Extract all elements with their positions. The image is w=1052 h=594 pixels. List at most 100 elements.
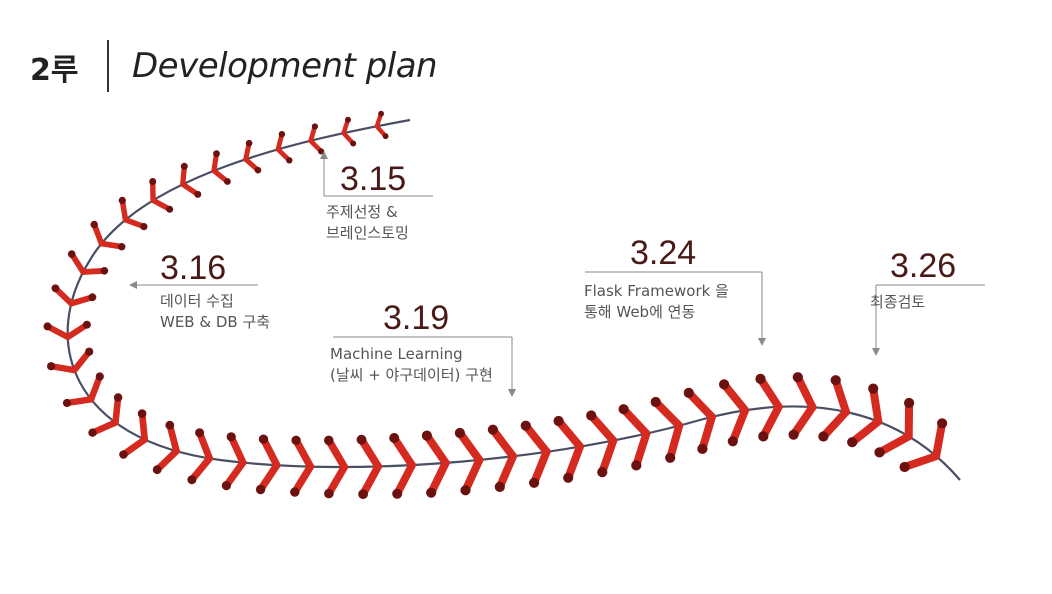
stitch <box>256 461 281 494</box>
stitch-hole <box>226 432 236 442</box>
stitch <box>325 436 349 471</box>
milestone-date: 3.24 <box>630 234 697 272</box>
stitch <box>759 402 783 441</box>
stitch <box>666 421 684 462</box>
stitch <box>153 447 180 474</box>
stitch-hole <box>650 396 661 408</box>
stitch <box>222 459 247 490</box>
stitch-hole <box>291 435 301 445</box>
stitch-hole <box>727 436 738 447</box>
stitch <box>831 376 850 416</box>
stitch-hole <box>454 427 465 439</box>
stitch <box>292 436 315 471</box>
stitch <box>291 462 315 496</box>
stitch-hole <box>194 190 202 198</box>
stitch-hole <box>324 435 334 446</box>
stitch-hole <box>224 178 231 185</box>
stitch-hole <box>382 133 389 140</box>
stitch-hole <box>113 393 123 402</box>
milestone-line: 최종검토 <box>870 293 926 311</box>
stitch-hole <box>43 322 52 331</box>
stitch <box>587 411 618 445</box>
stitch-hole <box>426 487 437 498</box>
stitch-hole <box>618 404 629 415</box>
stitch-hole <box>286 157 293 164</box>
milestone-line: 브레인스토밍 <box>326 224 409 242</box>
milestone-line: 통해 Web에 연동 <box>584 303 696 321</box>
stitch <box>495 452 517 491</box>
stitch-hole <box>221 481 231 491</box>
connector-3-26 <box>872 284 985 356</box>
stitch <box>554 417 584 451</box>
stitch-hole <box>62 398 72 408</box>
stitch <box>422 431 450 467</box>
stitch-hole <box>85 347 94 356</box>
milestone-description: 최종검토 <box>870 292 925 313</box>
stitch-hole <box>119 450 128 459</box>
stitch-hole <box>350 140 357 147</box>
stitch-hole <box>847 437 858 448</box>
stitch-hole <box>137 409 147 418</box>
stitch <box>651 398 684 430</box>
milestone-line: 주제선정 & <box>326 203 398 221</box>
milestone-line: WEB & DB 구축 <box>160 313 271 331</box>
stitch <box>598 436 618 477</box>
stitch-hole <box>95 372 104 381</box>
stitch <box>698 412 716 453</box>
stitch-hole <box>719 379 730 390</box>
stitch <box>455 429 484 464</box>
stitch-hole <box>51 284 60 293</box>
stitch-hole <box>165 420 175 430</box>
stitch-hole <box>358 489 368 500</box>
stitch <box>789 403 817 439</box>
stitch-hole <box>487 424 498 435</box>
stitch-hole <box>318 148 325 155</box>
stitch <box>521 421 551 456</box>
stitch-hole <box>755 373 766 384</box>
stitch <box>138 410 149 443</box>
stitch-hole <box>460 485 471 496</box>
stitch-hole <box>290 487 300 497</box>
stitch-hole <box>553 415 564 427</box>
stitch <box>564 442 584 482</box>
stitch-hole <box>149 178 157 185</box>
milestone-line: Flask Framework 을 <box>584 282 729 300</box>
stitch-marks <box>43 110 948 500</box>
stitch-hole <box>180 162 188 170</box>
stitch <box>619 405 651 438</box>
stitch-hole <box>421 430 432 441</box>
stitch-hole <box>345 116 351 123</box>
stitch <box>427 458 450 497</box>
stitch-hole <box>520 420 531 431</box>
stitch-hole <box>665 452 676 463</box>
stitch <box>728 406 750 446</box>
milestone-description: Flask Framework 을 통해 Web에 연동 <box>584 281 729 323</box>
stitch-hole <box>597 467 608 478</box>
stitch <box>932 419 947 461</box>
stitch-hole <box>868 383 879 394</box>
stitch-hole <box>255 484 266 495</box>
stitch-hole <box>245 139 253 147</box>
stitch <box>632 429 651 470</box>
title-divider <box>107 40 109 92</box>
stitch-hole <box>213 150 220 158</box>
stitch-hole <box>195 428 205 438</box>
stitch-hole <box>378 110 384 117</box>
stitch-hole <box>140 223 148 231</box>
stitch-hole <box>529 477 540 488</box>
stitch <box>393 461 416 498</box>
stitch <box>900 452 941 471</box>
base-label: 2루 <box>30 53 79 88</box>
milestone-description: 데이터 수집 WEB & DB 구축 <box>160 291 270 333</box>
stitch-hole <box>631 460 642 471</box>
stitch-hole <box>937 418 948 429</box>
stitch-hole <box>758 431 769 442</box>
stitch <box>166 421 180 455</box>
stitch-hole <box>356 434 367 445</box>
milestone-date: 3.19 <box>383 299 450 337</box>
milestone-date: 3.26 <box>890 247 957 285</box>
stitch <box>461 456 484 495</box>
milestone-description: 주제선정 & 브레인스토밍 <box>326 202 409 244</box>
